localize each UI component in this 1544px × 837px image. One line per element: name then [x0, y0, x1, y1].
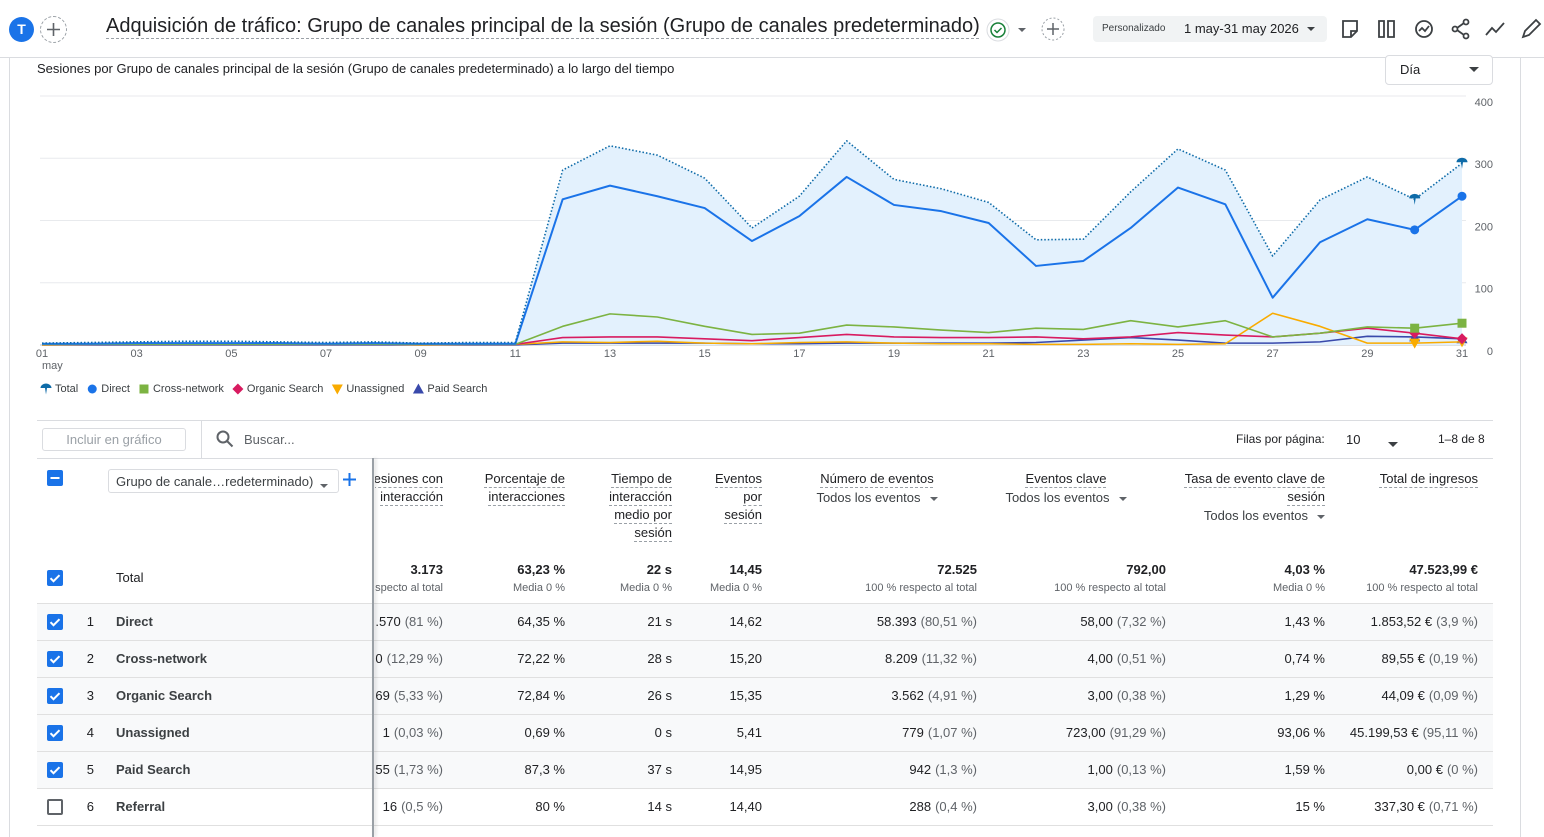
y-tick-label: 200: [1475, 221, 1493, 233]
check-mark: [993, 27, 1003, 34]
x-tick-label: 29: [1361, 348, 1373, 360]
point-marker: [40, 383, 52, 395]
insights-icon[interactable]: [1415, 20, 1433, 38]
check-circle: [990, 22, 1006, 38]
x-tick-label: 11: [510, 348, 521, 360]
card: [9, 57, 1521, 837]
date-picker[interactable]: Personalizado 1 may-31 may 2026: [1093, 16, 1327, 42]
share-lines: [1456, 22, 1465, 36]
point-marker: [1409, 193, 1421, 205]
legend-item[interactable]: Organic Search: [232, 383, 323, 395]
point-marker: [232, 383, 244, 395]
legend-item[interactable]: Unassigned: [331, 383, 405, 395]
date-range: 1 may-31 may 2026: [1184, 21, 1299, 36]
x-tick-label: 27: [1267, 348, 1279, 360]
share-note-icon[interactable]: [1342, 20, 1358, 38]
point-marker: [1457, 318, 1467, 328]
legend-label: Total: [55, 383, 78, 395]
toolbar-icons: [1342, 18, 1542, 40]
edit-icon[interactable]: [1521, 18, 1542, 39]
insights-line: [1418, 25, 1430, 33]
x-tick-label: 03: [131, 348, 143, 360]
legend-label: Organic Search: [247, 383, 323, 395]
point-marker: [412, 383, 424, 394]
x-tick-label: 15: [699, 348, 711, 360]
caret[interactable]: [1018, 28, 1026, 32]
report-title[interactable]: Adquisición de tráfico: Grupo de canales…: [106, 15, 980, 37]
x-tick-label: 17: [793, 348, 805, 360]
add-button[interactable]: [1041, 17, 1065, 41]
plus-icon: [47, 23, 60, 36]
point-marker: [331, 384, 343, 395]
area: [42, 140, 1462, 345]
legend-label: Unassigned: [346, 383, 404, 395]
legend-item[interactable]: Direct: [87, 383, 130, 395]
plus-stroke: [1047, 23, 1059, 35]
granularity-dropdown[interactable]: Día: [1385, 55, 1493, 85]
granularity-value: Día: [1400, 62, 1421, 77]
legend-label: Paid Search: [427, 383, 487, 395]
share-dot: [1462, 32, 1470, 40]
x-tick-label: 31: [1456, 348, 1468, 360]
line: [42, 313, 1463, 346]
chart-title: Sesiones por Grupo de canales principal …: [37, 61, 675, 76]
caret-shape: [1307, 27, 1315, 31]
chart: 0 100 200 300 400 01 03 05 07 09 11 13 15 17 19 21 23 25 2…: [36, 95, 1493, 395]
point-marker: [1456, 157, 1468, 169]
x-tick-label: 09: [415, 348, 427, 360]
caret: [1307, 27, 1315, 31]
avatar[interactable]: T: [9, 17, 34, 42]
plus-stroke: [47, 23, 60, 36]
x-tick-label: 01: [36, 348, 48, 360]
legend-label: Direct: [101, 383, 130, 395]
x-tick-label: 21: [983, 348, 995, 360]
line: [41, 140, 1463, 344]
x-tick-label: 19: [888, 348, 900, 360]
title-actions: [986, 17, 1065, 42]
x-tick-label: 25: [1172, 348, 1184, 360]
point-marker: [1457, 191, 1467, 201]
add-comparison[interactable]: [40, 16, 67, 43]
caret: [1469, 67, 1479, 72]
share-dot: [1451, 25, 1459, 33]
point-marker: [1410, 225, 1420, 235]
line: [42, 175, 1463, 345]
y-tick-label: 100: [1475, 284, 1493, 296]
legend-item[interactable]: Total: [40, 383, 79, 395]
trend-icon[interactable]: [1485, 22, 1505, 36]
legend-item[interactable]: Cross-network: [139, 383, 224, 395]
point-marker: [1456, 333, 1468, 345]
x-tick-label: 23: [1077, 348, 1089, 360]
point-marker: [1409, 338, 1421, 349]
status-badge[interactable]: [986, 18, 1010, 42]
legend-item[interactable]: Paid Search: [412, 383, 487, 395]
top-bar: T Adquisición de tráfico: Grupo de canal…: [0, 0, 1544, 58]
point-marker: [87, 384, 97, 394]
date-mode: Personalizado: [1102, 23, 1166, 34]
point-marker: [1410, 323, 1420, 333]
point-marker: [139, 384, 149, 394]
caret-shape: [1469, 67, 1479, 72]
y-tick-label: 300: [1475, 159, 1493, 171]
legend-label: Cross-network: [153, 383, 224, 395]
y-tick-label: 400: [1475, 97, 1493, 109]
x-sublabel: may: [42, 360, 63, 372]
x-tick-label: 13: [604, 348, 616, 360]
y-tick-label: 0: [1487, 346, 1493, 358]
share-icon[interactable]: [1462, 18, 1470, 26]
x-tick-label: 07: [320, 348, 332, 360]
compare-icon[interactable]: [1378, 20, 1395, 38]
x-tick-label: 05: [225, 348, 237, 360]
